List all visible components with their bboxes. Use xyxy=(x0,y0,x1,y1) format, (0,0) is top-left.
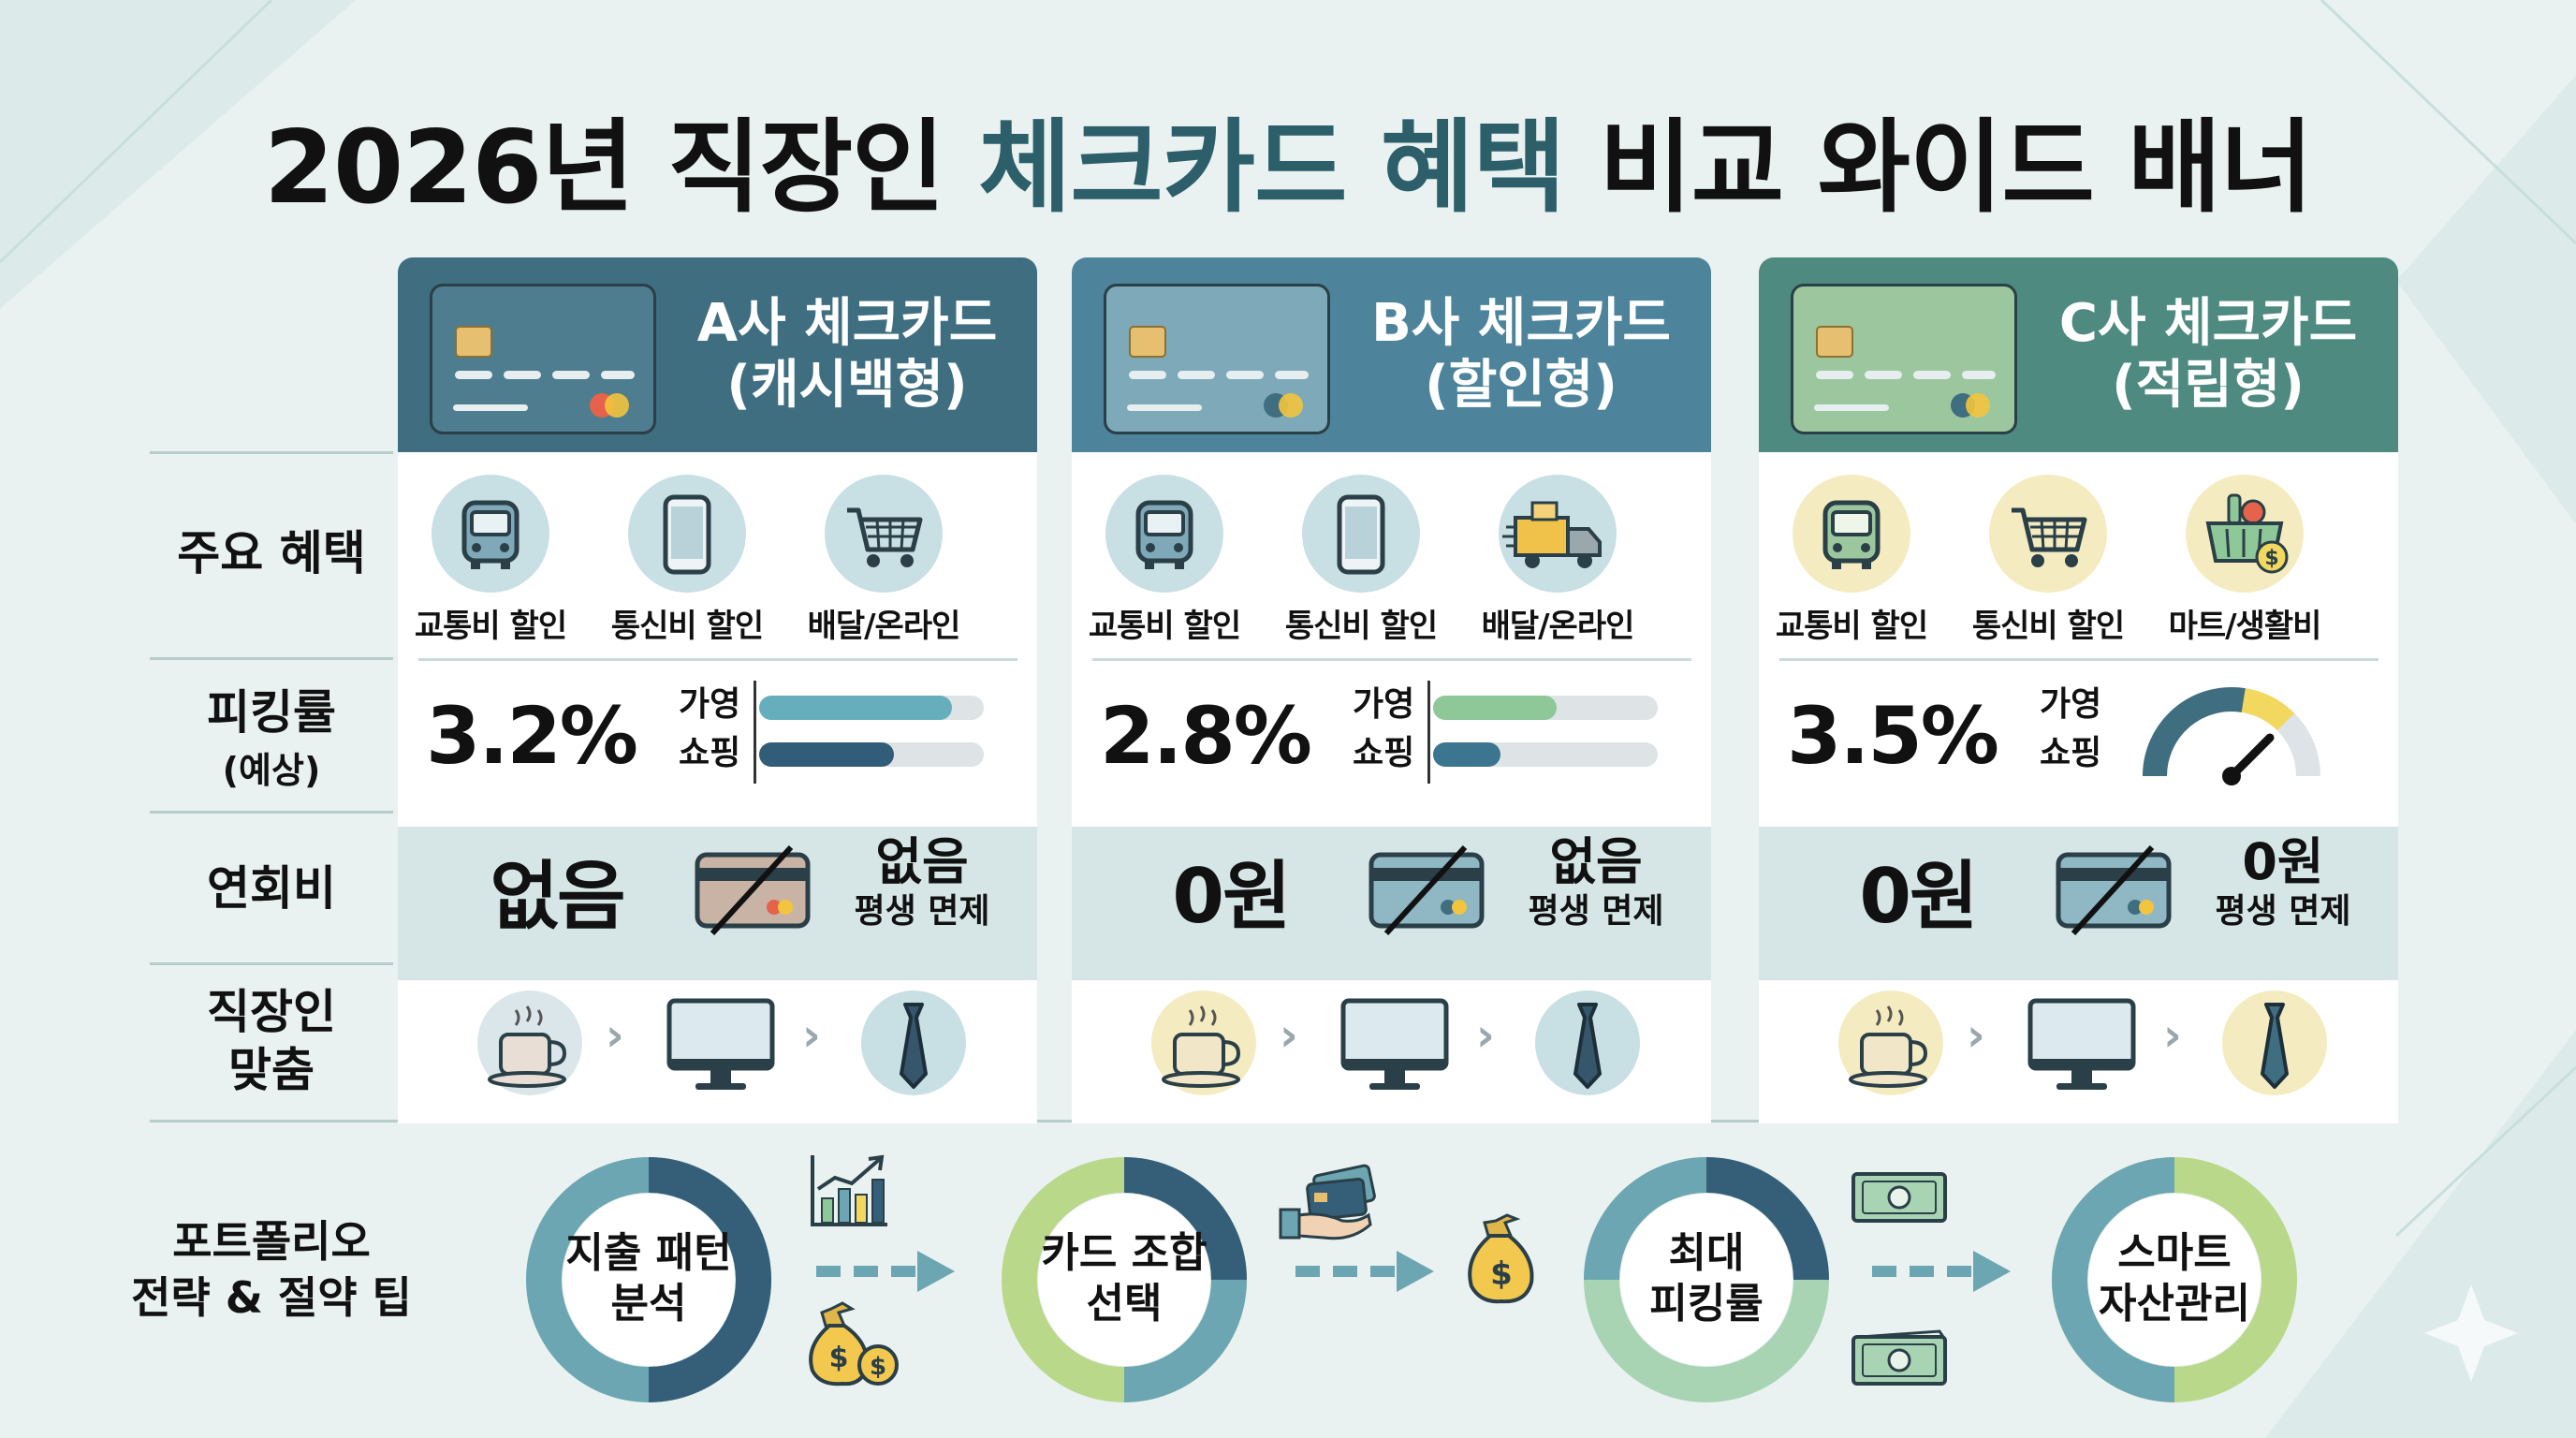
monitor-icon xyxy=(2027,998,2136,1090)
card-column-b: B사 체크카드 (할인형) 교통비 할인 통신비 할인 배달/온라인 2.8% 가… xyxy=(1072,257,1711,1123)
fee-note: 0원 평생 면제 xyxy=(2215,832,2351,932)
hand-cards-icon xyxy=(1279,1164,1376,1240)
annual-fee-value: 없음 xyxy=(490,853,625,940)
flow-ring-selection xyxy=(1002,1157,1247,1402)
flow-step-label: 지출 패턴 분석 xyxy=(565,1229,732,1328)
peaking-rate-value: 3.5% xyxy=(1787,690,1999,782)
tie-icon xyxy=(2222,990,2327,1095)
card-header: A사 체크카드 (캐시백형) xyxy=(398,257,1037,452)
bus-icon xyxy=(1105,475,1223,593)
benefit-item: 배달/온라인 xyxy=(795,475,973,646)
row-label-portfolio: 포트폴리오 전략 & 절약 팁 xyxy=(131,1216,412,1323)
banknote-icon xyxy=(1852,1329,1947,1386)
no-fee-card-icon xyxy=(2056,845,2172,935)
benefit-item: 교통비 할인 xyxy=(1763,475,1940,646)
fee-note: 없음 평생 면제 xyxy=(854,832,990,932)
card-column-c: C사 체크카드 (적립형) 교통비 할인 통신비 할인 $ 마트/생활비 3.5%… xyxy=(1759,257,2398,1123)
card-header: C사 체크카드 (적립형) xyxy=(1759,257,2398,452)
banknote-icon xyxy=(1852,1172,1947,1223)
delivery-truck-icon xyxy=(1499,475,1617,593)
cart-icon xyxy=(1989,475,2107,593)
growth-chart-icon xyxy=(811,1154,887,1226)
chevron-right-icon: › xyxy=(802,1009,821,1062)
svg-text:$: $ xyxy=(2264,547,2278,570)
row-divider xyxy=(150,451,393,454)
chevron-right-icon: › xyxy=(1280,1009,1298,1062)
svg-text:$: $ xyxy=(870,1353,886,1381)
credit-card-icon xyxy=(1791,284,2017,434)
phone-icon xyxy=(628,475,746,593)
row-divider xyxy=(150,657,393,660)
bus-icon xyxy=(432,475,549,593)
rate-bars xyxy=(754,681,1006,784)
rate-labels: 가영 쇼핑 xyxy=(2040,685,2102,772)
chevron-right-icon: › xyxy=(606,1009,624,1062)
monitor-icon xyxy=(666,998,775,1090)
rate-labels: 가영 쇼핑 xyxy=(1353,685,1415,772)
peaking-rate-value: 3.2% xyxy=(426,690,638,782)
flow-step-label: 최대 피킹률 xyxy=(1649,1229,1764,1328)
coffee-icon xyxy=(477,990,582,1095)
fee-note: 없음 평생 면제 xyxy=(1528,832,1664,932)
benefit-item: 교통비 할인 xyxy=(1076,475,1253,646)
flow-ring-analysis xyxy=(526,1157,771,1402)
annual-fee-value: 0원 xyxy=(1172,853,1291,940)
row-label-fee: 연회비 xyxy=(207,861,336,916)
money-bag-icon: $ $ xyxy=(809,1301,899,1387)
tie-icon xyxy=(1535,990,1640,1095)
bus-icon xyxy=(1793,475,1910,593)
chevron-right-icon: › xyxy=(1476,1009,1495,1062)
dashed-arrow-icon xyxy=(1295,1251,1434,1292)
row-divider xyxy=(150,962,393,965)
page-title: 2026년 직장인 체크카드 혜택 비교 와이드 배너 xyxy=(263,110,2313,227)
credit-card-icon xyxy=(1104,284,1330,434)
benefit-item: 통신비 할인 xyxy=(1272,475,1450,646)
grocery-basket-icon: $ xyxy=(2186,475,2304,593)
monitor-icon xyxy=(1340,998,1449,1090)
benefit-item: 배달/온라인 xyxy=(1469,475,1647,646)
row-label-fit: 직장인 맞춤 xyxy=(207,985,336,1097)
card-column-a: A사 체크카드 (캐시백형) 교통비 할인 통신비 할인 배달/온라인 3.2% … xyxy=(398,257,1037,1123)
coffee-icon xyxy=(1838,990,1943,1095)
flow-step-label: 카드 조합 선택 xyxy=(1041,1229,1208,1328)
chevron-right-icon: › xyxy=(1967,1009,1985,1062)
chevron-right-icon: › xyxy=(2163,1009,2182,1062)
card-name: C사 체크카드 (적립형) xyxy=(2058,293,2358,416)
cart-icon xyxy=(825,475,943,593)
tie-icon xyxy=(861,990,966,1095)
row-label-rate: 피킹률 (예상) xyxy=(207,685,336,791)
dashed-arrow-icon xyxy=(1872,1251,2011,1292)
card-header: B사 체크카드 (할인형) xyxy=(1072,257,1711,452)
row-label-benefits: 주요 혜택 xyxy=(177,526,366,580)
no-fee-card-icon xyxy=(1368,845,1485,935)
rate-bars xyxy=(1427,681,1680,784)
phone-icon xyxy=(1302,475,1420,593)
coffee-icon xyxy=(1151,990,1256,1095)
card-name: A사 체크카드 (캐시백형) xyxy=(696,293,998,416)
peaking-rate-value: 2.8% xyxy=(1100,690,1312,782)
flow-ring-smart-asset xyxy=(2052,1157,2297,1402)
flow-step-label: 스마트 자산관리 xyxy=(2099,1229,2250,1328)
gauge-icon xyxy=(2143,687,2320,785)
no-fee-card-icon xyxy=(695,845,811,935)
card-name: B사 체크카드 (할인형) xyxy=(1371,293,1671,416)
annual-fee-value: 0원 xyxy=(1859,853,1978,940)
svg-text:$: $ xyxy=(829,1342,849,1374)
money-bag-icon: $ xyxy=(1468,1213,1534,1304)
row-divider xyxy=(150,811,393,814)
benefit-item: 통신비 할인 xyxy=(598,475,776,646)
rate-labels: 가영 쇼핑 xyxy=(679,685,741,772)
credit-card-icon xyxy=(430,284,656,434)
flow-ring-max-rate xyxy=(1584,1157,1829,1402)
dashed-arrow-icon xyxy=(816,1251,955,1292)
benefit-item: 통신비 할인 xyxy=(1959,475,2137,646)
benefit-item: $ 마트/생활비 xyxy=(2156,475,2334,646)
svg-text:$: $ xyxy=(1490,1255,1513,1293)
benefit-item: 교통비 할인 xyxy=(402,475,579,646)
